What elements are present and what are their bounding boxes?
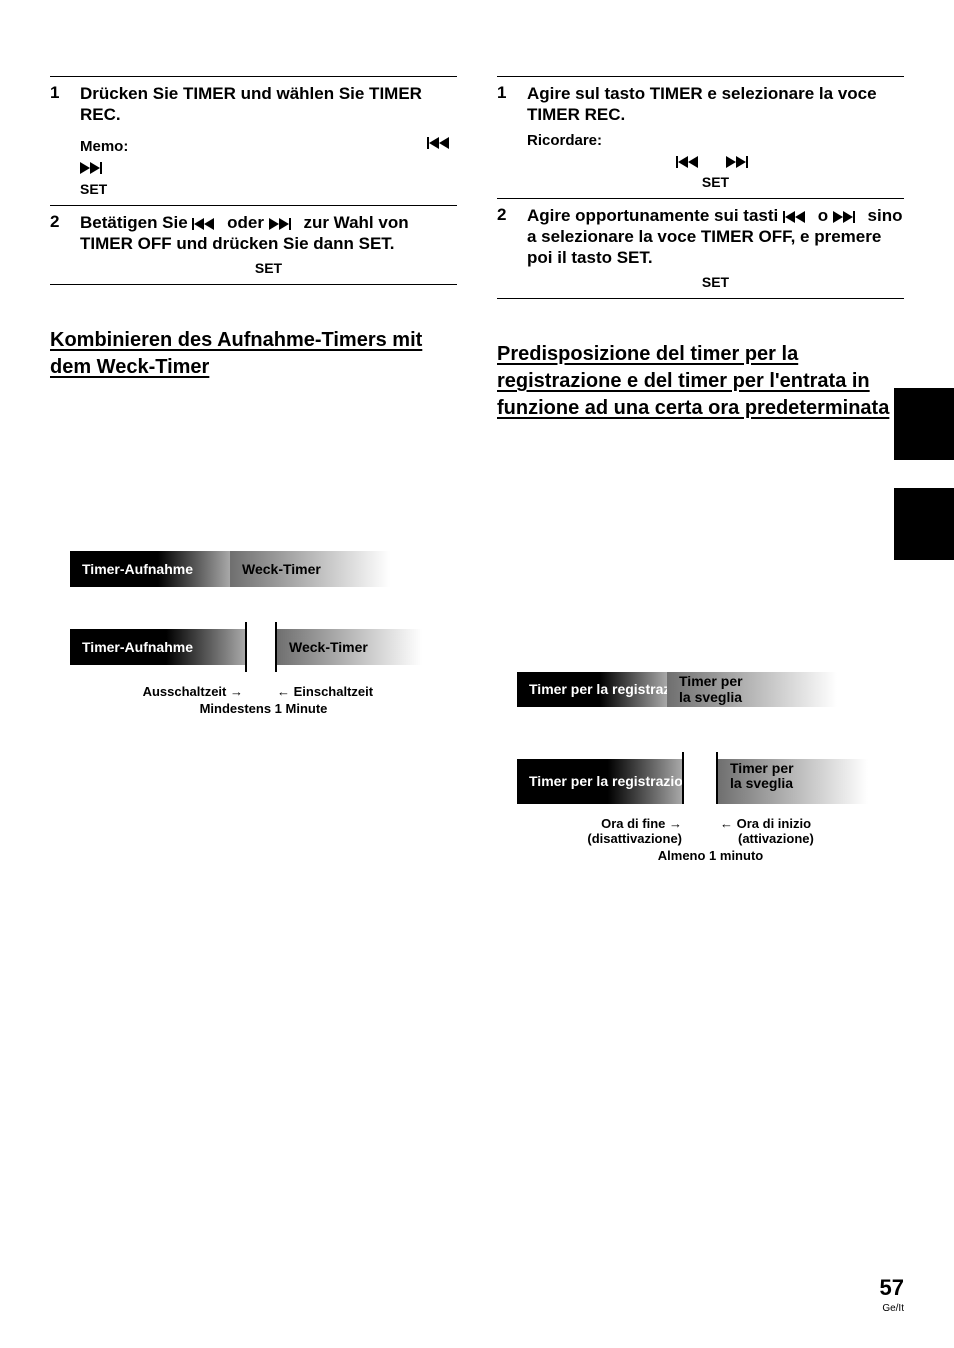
diagram-area-de: Timer-Aufnahme Weck-Timer Timer-Aufnahme…	[50, 551, 457, 717]
timer-rec-box: Timer-Aufnahme	[70, 629, 245, 665]
wake-timer-box: Weck-Timer	[230, 551, 390, 587]
side-tab	[894, 488, 954, 560]
text-fragment: Agire opportunamente sui tasti	[527, 206, 783, 225]
wake-timer-box: Weck-Timer	[277, 629, 422, 665]
prev-track-icon	[427, 134, 457, 152]
step-title: Drücken Sie TIMER und wählen Sie TIMER R…	[80, 83, 457, 126]
section-heading-it: Predisposizione del timer per la registr…	[497, 341, 904, 422]
timer-rec-box: Timer per la registrazione	[517, 759, 682, 804]
arrow-left-icon: ←	[720, 816, 737, 831]
prev-track-icon	[783, 206, 813, 225]
step-1-it: 1 Agire sul tasto TIMER e selezionare la…	[497, 83, 904, 190]
step-title: Betätigen Sie oder zur Wahl von TIMER OF…	[80, 212, 457, 255]
diagram-row-2: Timer per la registrazione Timer per la …	[517, 759, 904, 804]
arrow-left-icon: ←	[277, 684, 294, 699]
step-body: Agire sul tasto TIMER e selezionare la v…	[527, 83, 904, 190]
step-title: Agire sul tasto TIMER e selezionare la v…	[527, 83, 904, 126]
step-number: 2	[497, 205, 513, 291]
on-time-label: Einschaltzeit	[294, 684, 373, 699]
divider	[50, 76, 457, 77]
lang-label: Ge/It	[880, 1303, 904, 1314]
column-german: 1 Drücken Sie TIMER und wählen Sie TIMER…	[50, 70, 457, 864]
section-heading-de: Kombinieren des Aufnahme-Timers mit dem …	[50, 327, 457, 381]
on-time-sub: (attivazione)	[720, 831, 814, 846]
divider	[50, 205, 457, 206]
annotation-row: Ora di fine → (disattivazione) ← Ora di …	[517, 816, 904, 846]
divider	[497, 198, 904, 199]
next-track-icon	[833, 206, 863, 225]
set-label: SET	[527, 274, 904, 290]
min-1-label: Almeno 1 minuto	[517, 848, 904, 864]
memo-label: Memo:	[80, 138, 128, 155]
diagram-row-1: Timer per la registrazione Timer per la …	[517, 672, 904, 707]
arrow-right-icon: →	[230, 684, 243, 699]
timer-rec-box: Timer-Aufnahme	[70, 551, 230, 587]
prev-track-icon	[192, 213, 222, 232]
prev-track-icon	[676, 153, 706, 170]
next-track-icon	[269, 213, 299, 232]
side-tab	[894, 388, 954, 460]
step-body: Drücken Sie TIMER und wählen Sie TIMER R…	[80, 83, 457, 197]
column-italian: 1 Agire sul tasto TIMER e selezionare la…	[497, 70, 904, 864]
page-footer: 57 Ge/It	[880, 1275, 904, 1314]
text-fragment: Betätigen Sie	[80, 213, 192, 232]
side-tabs	[894, 388, 954, 588]
text-line: la sveglia	[679, 690, 742, 705]
text-line: la sveglia	[730, 776, 793, 791]
annotation-row: Ausschaltzeit → ← Einschaltzeit	[70, 684, 457, 699]
diagram-area-it: Timer per la registrazione Timer per la …	[497, 672, 904, 864]
icon-row	[527, 153, 904, 170]
two-column-layout: 1 Drücken Sie TIMER und wählen Sie TIMER…	[50, 70, 904, 864]
next-track-icon	[80, 159, 110, 176]
step-2-de: 2 Betätigen Sie oder zur Wahl von TIMER …	[50, 212, 457, 277]
step-number: 2	[50, 212, 66, 277]
set-label: SET	[80, 260, 457, 276]
step-2-it: 2 Agire opportunamente sui tasti o sino …	[497, 205, 904, 291]
set-label: SET	[80, 181, 457, 197]
memo-label: Ricordare:	[527, 132, 904, 149]
step-body: Agire opportunamente sui tasti o sino a …	[527, 205, 904, 291]
set-label: SET	[527, 174, 904, 190]
off-time-sub: (disattivazione)	[517, 831, 682, 846]
diagram-row-2: Timer-Aufnahme Weck-Timer	[70, 629, 457, 672]
text-fragment: o	[813, 206, 833, 225]
off-time-label: Ausschaltzeit	[143, 684, 227, 699]
divider	[497, 298, 904, 299]
text-line: Timer per	[679, 674, 743, 689]
page-number: 57	[880, 1275, 904, 1301]
wake-timer-box: Timer per la sveglia	[718, 759, 868, 804]
divider	[50, 284, 457, 285]
arrow-right-icon: →	[665, 816, 682, 831]
step-body: Betätigen Sie oder zur Wahl von TIMER OF…	[80, 212, 457, 277]
text-line: Timer per	[730, 761, 794, 776]
min-1-label: Mindestens 1 Minute	[70, 701, 457, 717]
step-number: 1	[497, 83, 513, 190]
divider	[497, 76, 904, 77]
next-track-icon	[726, 153, 756, 170]
step-title: Agire opportunamente sui tasti o sino a …	[527, 205, 904, 269]
text-fragment: oder	[222, 213, 268, 232]
timer-rec-box: Timer per la registrazione	[517, 672, 667, 707]
on-time-label: Ora di inizio	[737, 816, 811, 831]
wake-timer-box: Timer per la sveglia	[667, 672, 837, 707]
diagram-row-1: Timer-Aufnahme Weck-Timer	[70, 551, 457, 587]
off-time-label: Ora di fine	[601, 816, 665, 831]
step-1-de: 1 Drücken Sie TIMER und wählen Sie TIMER…	[50, 83, 457, 197]
step-number: 1	[50, 83, 66, 197]
